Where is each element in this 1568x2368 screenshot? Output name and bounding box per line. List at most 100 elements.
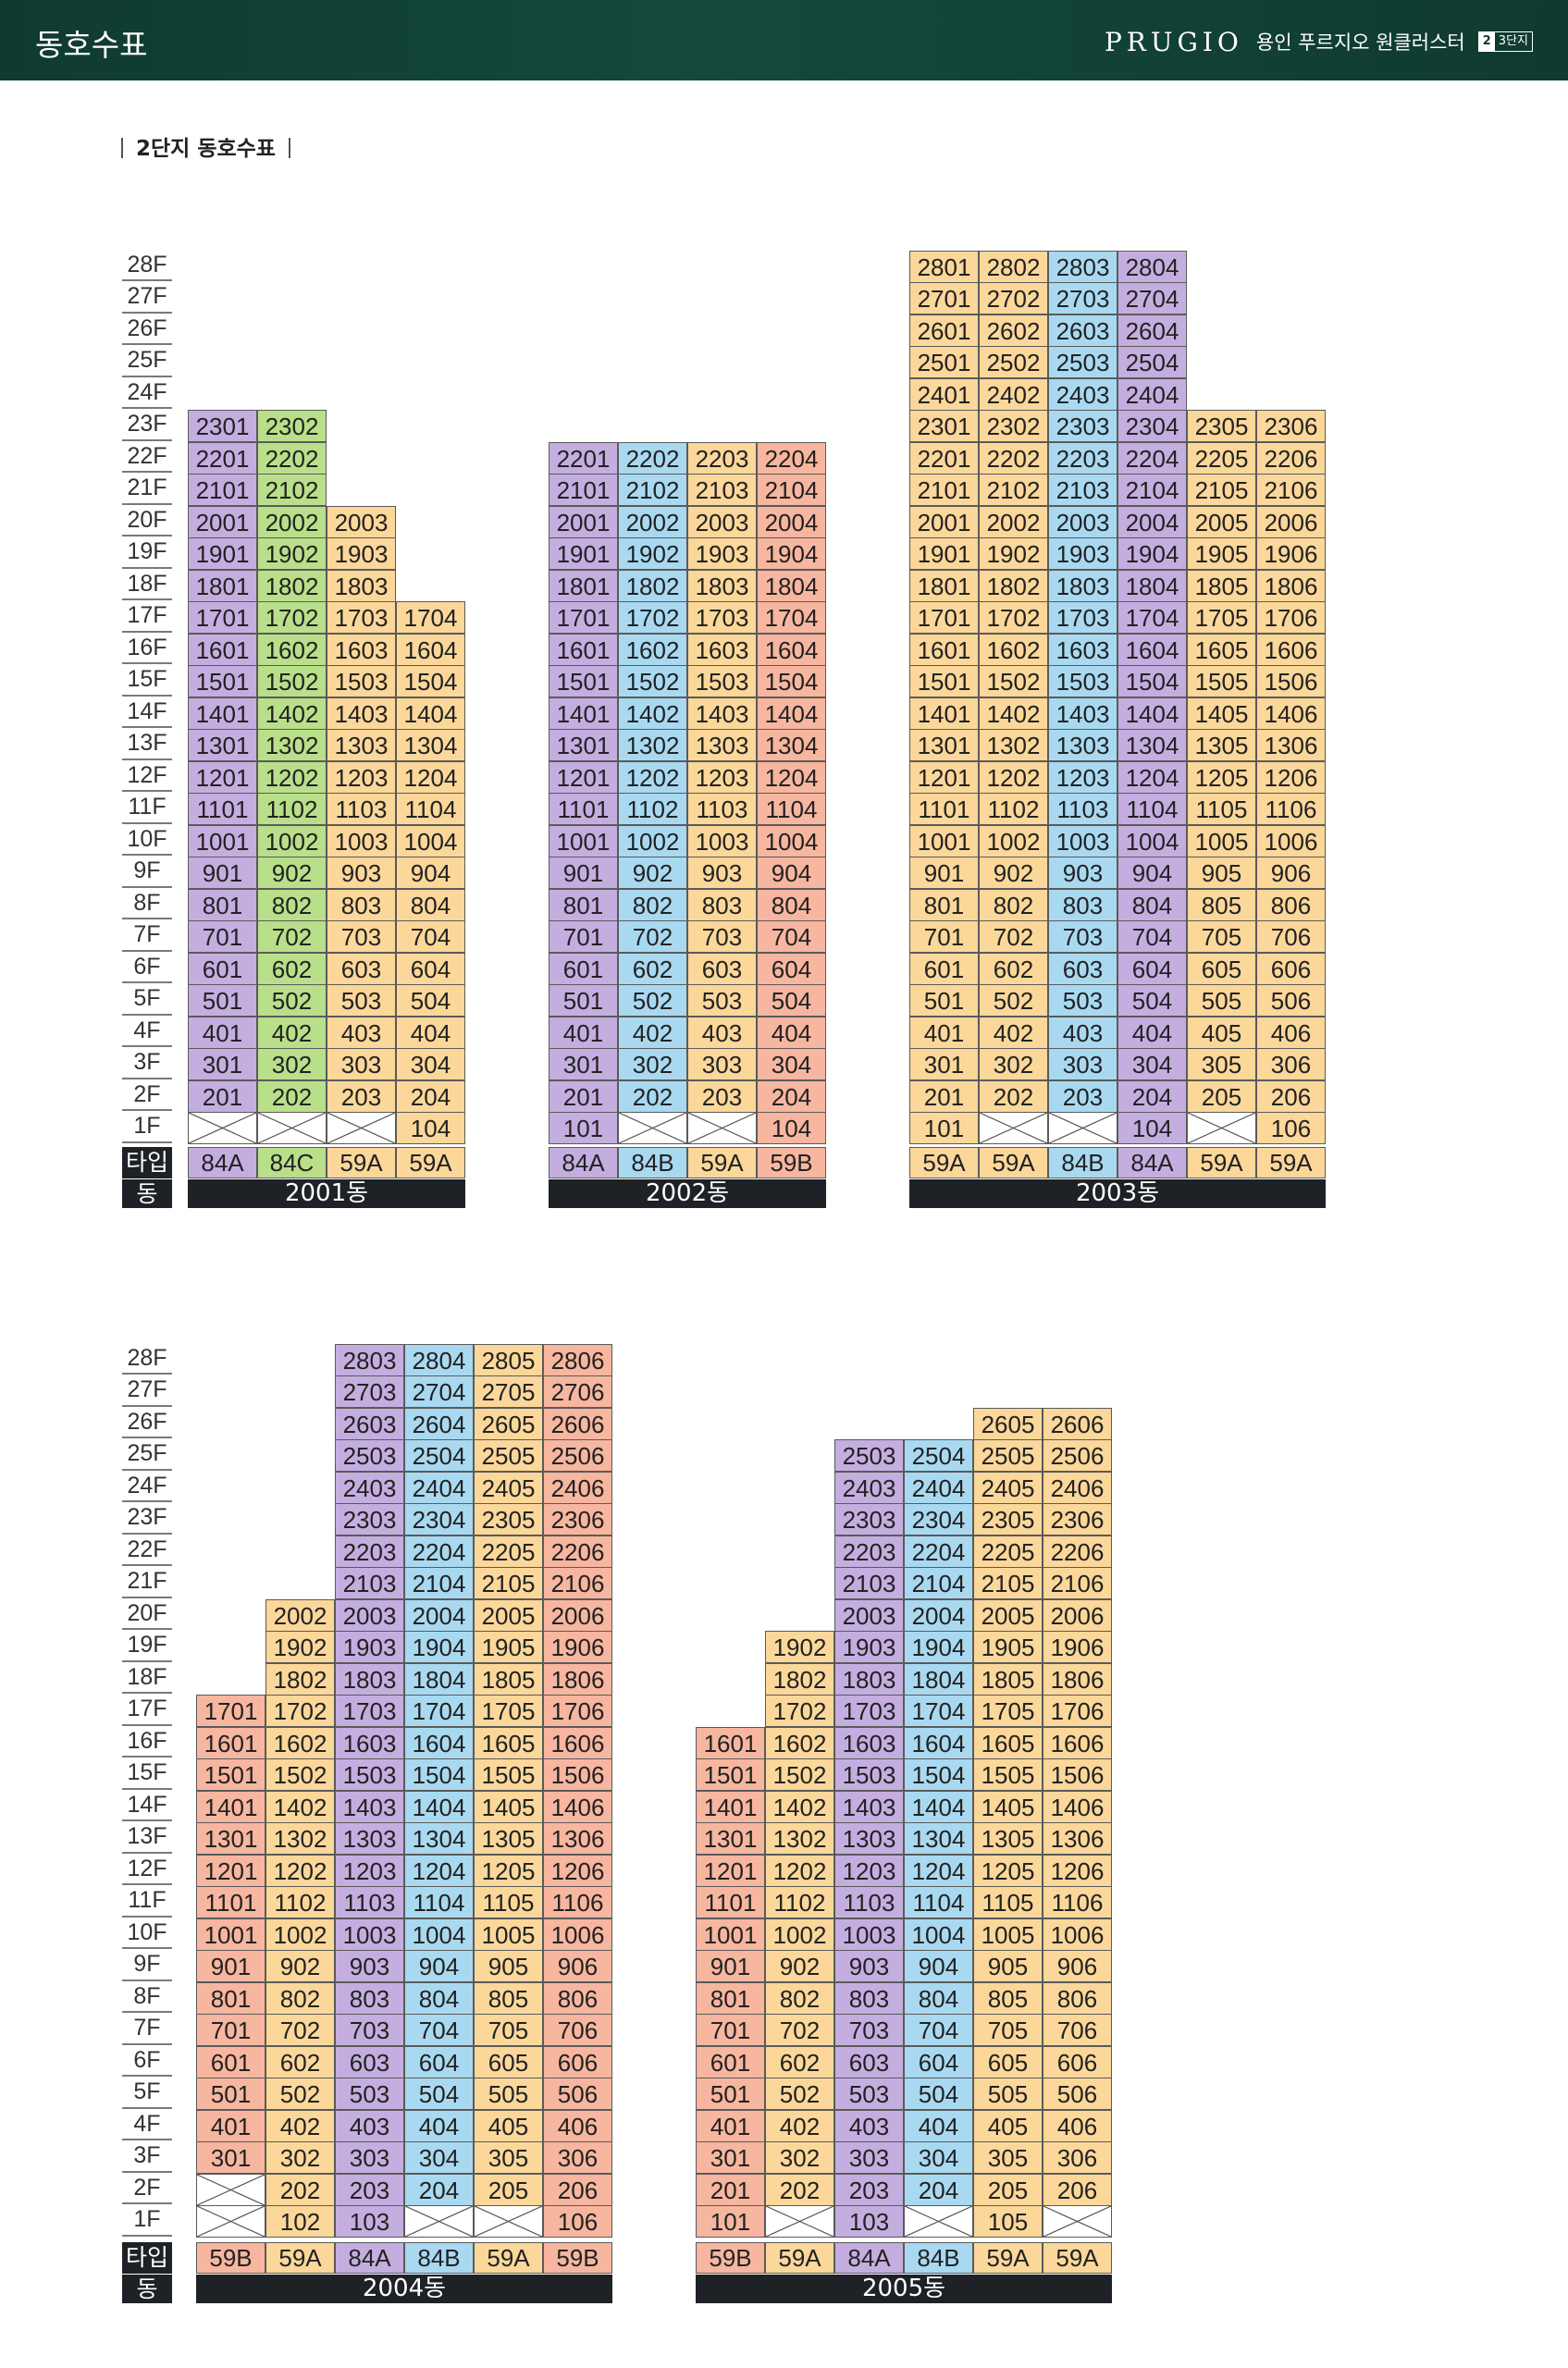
vacant-unit: [257, 1112, 327, 1144]
unit-cell: 1504: [404, 1758, 474, 1791]
unit-cell: 1802: [257, 569, 327, 602]
unit-cell: 1701: [188, 601, 257, 634]
vacant-unit: [1187, 1112, 1256, 1144]
unit-cell: 301: [188, 1048, 257, 1080]
floor-label: 8F: [122, 888, 172, 919]
type-row-label: 타입: [122, 2242, 172, 2274]
unit-cell: 901: [196, 1950, 265, 1982]
unit-cell: 604: [396, 952, 465, 985]
unit-cell: 801: [188, 888, 257, 921]
floor-label: 11F: [122, 1885, 172, 1918]
unit-cell: 1802: [979, 569, 1048, 602]
unit-cell: 2006: [1256, 505, 1326, 538]
unit-cell: 1104: [1117, 793, 1187, 825]
unit-cell: 1005: [973, 1918, 1043, 1951]
unit-cell: 2301: [909, 410, 979, 442]
unit-cell: 606: [543, 2045, 612, 2078]
unit-cell: 1701: [196, 1695, 265, 1727]
unit-cell: 1801: [549, 569, 618, 602]
unit-cell: 601: [196, 2045, 265, 2078]
unit-cell: 1905: [474, 1631, 543, 1663]
unit-cell: 1603: [687, 633, 757, 666]
unit-cell: 506: [1256, 984, 1326, 1017]
unit-cell: 401: [188, 1016, 257, 1049]
unit-cell: 1303: [1048, 729, 1117, 761]
vacant-unit: [196, 2173, 265, 2206]
unit-cell: 1202: [265, 1854, 335, 1887]
unit-cell: 602: [979, 952, 1048, 985]
floor-label: 14F: [122, 697, 172, 728]
unit-cell: 1905: [973, 1631, 1043, 1663]
unit-cell: 1204: [404, 1854, 474, 1887]
unit-cell: 2806: [543, 1343, 612, 1376]
unit-cell: 2005: [973, 1598, 1043, 1632]
unit-cell: 305: [474, 2141, 543, 2174]
unit-type: 59A: [327, 1147, 396, 1178]
complex-badge: 2 3단지: [1477, 31, 1533, 52]
unit-cell: 2004: [404, 1598, 474, 1632]
unit-cell: 1303: [327, 729, 396, 761]
unit-cell: 1904: [404, 1631, 474, 1663]
unit-cell: 202: [618, 1079, 687, 1113]
unit-cell: 2704: [404, 1375, 474, 1408]
unit-cell: 606: [1256, 952, 1326, 985]
unit-cell: 803: [834, 1981, 904, 2015]
unit-cell: 901: [549, 857, 618, 889]
vacant-unit: [474, 2205, 543, 2238]
unit-cell: 1004: [904, 1918, 973, 1951]
unit-cell: 701: [188, 920, 257, 953]
unit-cell: 1003: [335, 1918, 404, 1951]
unit-cell: 1504: [757, 665, 826, 697]
unit-cell: 1604: [1117, 633, 1187, 666]
unit-cell: 1103: [327, 793, 396, 825]
unit-cell: 502: [257, 984, 327, 1017]
unit-cell: 1404: [1117, 697, 1187, 730]
unit-cell: 904: [904, 1950, 973, 1982]
unit-cell: 204: [404, 2173, 474, 2206]
unit-type: 59A: [687, 1147, 757, 1178]
unit-cell: 203: [687, 1079, 757, 1113]
unit-cell: 2606: [543, 1407, 612, 1440]
unit-cell: 706: [1256, 920, 1326, 953]
unit-cell: 704: [757, 920, 826, 953]
unit-cell: 1904: [1117, 537, 1187, 570]
floor-label: 13F: [122, 1821, 172, 1854]
unit-cell: 1601: [696, 1726, 765, 1759]
unit-cell: 1402: [765, 1790, 834, 1823]
unit-cell: 1102: [265, 1886, 335, 1918]
unit-cell: 201: [909, 1079, 979, 1113]
unit-cell: 1806: [1043, 1662, 1112, 1696]
unit-cell: 802: [257, 888, 327, 921]
unit-cell: 1102: [979, 793, 1048, 825]
unit-cell: 1603: [834, 1726, 904, 1759]
unit-type: 84C: [257, 1147, 327, 1178]
unit-cell: 2505: [973, 1439, 1043, 1472]
unit-cell: 706: [543, 2014, 612, 2046]
unit-cell: 901: [188, 857, 257, 889]
unit-cell: 1203: [687, 760, 757, 794]
unit-cell: 2605: [474, 1407, 543, 1440]
unit-cell: 2504: [1117, 346, 1187, 378]
unit-cell: 1103: [1048, 793, 1117, 825]
unit-cell: 1602: [265, 1726, 335, 1759]
unit-cell: 2104: [757, 474, 826, 506]
unit-cell: 1502: [765, 1758, 834, 1791]
unit-cell: 1001: [549, 824, 618, 857]
building-name: 2003동: [909, 1179, 1326, 1208]
unit-cell: 1301: [549, 729, 618, 761]
unit-cell: 2101: [909, 474, 979, 506]
unit-cell: 106: [543, 2205, 612, 2238]
unit-cell: 403: [687, 1016, 757, 1049]
unit-cell: 1006: [1043, 1918, 1112, 1951]
unit-cell: 2004: [757, 505, 826, 538]
floor-label: 6F: [122, 952, 172, 983]
floor-label: 20F: [122, 505, 172, 536]
vacant-unit: [1043, 2205, 1112, 2238]
unit-cell: 2003: [335, 1598, 404, 1632]
unit-cell: 302: [618, 1048, 687, 1080]
building-name: 2001동: [188, 1179, 465, 1208]
unit-cell: 2301: [188, 410, 257, 442]
unit-cell: 805: [973, 1981, 1043, 2015]
unit-cell: 306: [543, 2141, 612, 2174]
unit-type: 84B: [904, 2242, 973, 2274]
